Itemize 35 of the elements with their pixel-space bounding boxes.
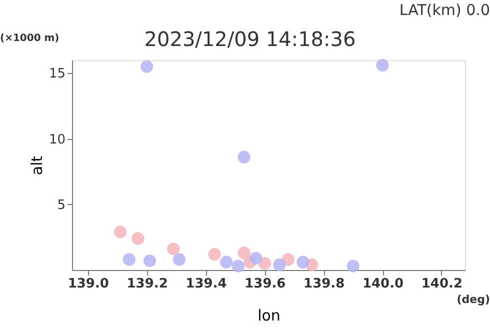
y-tick-label: 10 <box>48 132 66 148</box>
point <box>238 150 250 164</box>
point <box>250 252 262 264</box>
point <box>258 257 271 270</box>
point <box>238 246 250 260</box>
chart-subtitle: LAT(km) 0.0 <box>399 1 490 19</box>
point <box>140 60 154 73</box>
text: (deg) <box>456 293 490 306</box>
point <box>122 253 136 266</box>
x-tick-label: 140.2 <box>421 276 462 292</box>
x-tick-label: 140.0 <box>362 276 404 292</box>
point <box>167 242 180 256</box>
point <box>282 253 295 266</box>
x-tick-label: 139.6 <box>244 276 286 292</box>
point <box>132 232 144 245</box>
point <box>220 256 233 268</box>
point <box>208 248 221 261</box>
point <box>346 260 360 272</box>
point <box>114 226 127 238</box>
y-tick-label: 5 <box>57 198 66 213</box>
point <box>143 254 156 268</box>
point <box>172 253 186 266</box>
point <box>376 58 389 72</box>
x-tick-label: 139.0 <box>68 276 109 292</box>
point <box>273 258 286 272</box>
y-axis-title: alt <box>28 156 46 176</box>
chart-title: 2023/12/09 14:18:36 <box>144 27 356 51</box>
x-tick-label: 139.8 <box>304 276 345 292</box>
x-axis-title: lon <box>258 306 280 324</box>
text: (×1000 m) <box>0 33 60 44</box>
point <box>296 256 310 268</box>
x-tick-label: 139.4 <box>186 276 227 292</box>
y-tick-label: 15 <box>48 66 66 82</box>
x-tick-label: 139.2 <box>126 276 168 292</box>
point <box>232 260 244 272</box>
